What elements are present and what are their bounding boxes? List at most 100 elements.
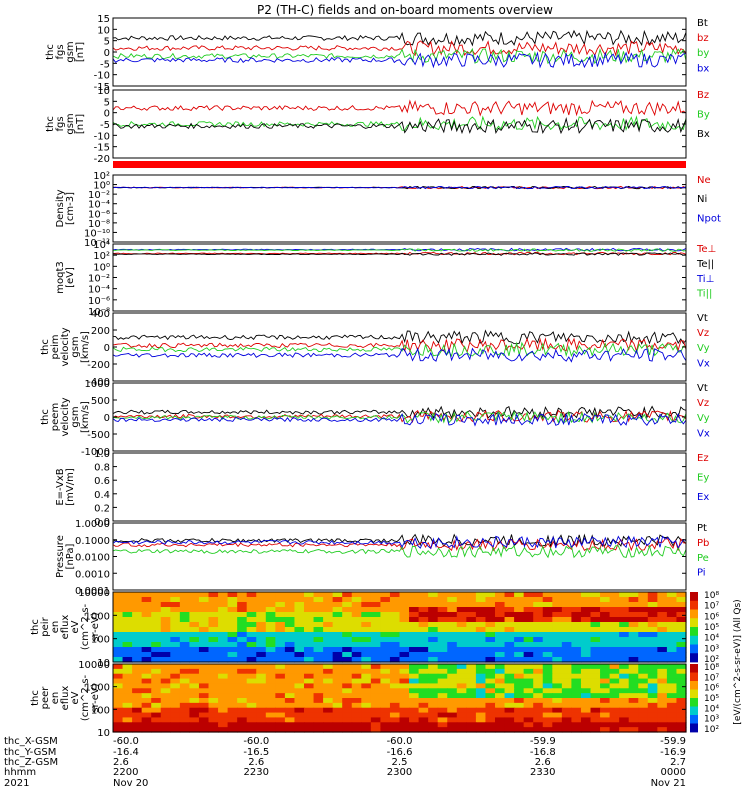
spectrogram-cell xyxy=(313,632,324,638)
spectrogram-cell xyxy=(676,612,687,618)
spectrogram-cell xyxy=(609,622,620,628)
colorbar-swatch xyxy=(690,672,698,682)
spectrogram-cell xyxy=(160,657,171,663)
spectrogram-cell xyxy=(313,717,324,723)
spectrogram-cell xyxy=(619,617,630,623)
spectrogram-cell xyxy=(447,673,458,680)
spectrogram-cell xyxy=(580,702,592,709)
spectrogram-cell xyxy=(638,698,649,704)
spectrogram-cell xyxy=(399,597,410,603)
spectrogram-cell xyxy=(151,688,162,694)
ytick-label: 1.0 xyxy=(94,449,110,460)
spectrogram-cell xyxy=(361,698,372,704)
spectrogram-cell xyxy=(495,668,506,675)
ytick-label: -15 xyxy=(94,82,110,93)
spectrogram-cell xyxy=(561,683,572,689)
spectrogram-cell xyxy=(495,592,506,598)
spectrogram-cell xyxy=(132,678,143,685)
spectrogram-cell xyxy=(389,717,401,723)
spectrogram-cell xyxy=(409,632,420,638)
spectrogram-cell xyxy=(294,592,305,598)
spectrogram-cell xyxy=(666,637,678,643)
spectrogram-cell xyxy=(208,712,219,719)
spectrogram-cell xyxy=(370,678,381,685)
spectrogram-cell xyxy=(628,712,639,719)
spectrogram-cell xyxy=(638,647,649,653)
spectrogram-cell xyxy=(208,664,219,670)
spectrogram-cell xyxy=(179,607,190,613)
spectrogram-cell xyxy=(380,722,391,728)
spectrogram-cell xyxy=(580,622,592,628)
spectrogram-cell xyxy=(437,652,448,658)
spectrogram-cell xyxy=(418,652,429,658)
spectrogram-cell xyxy=(466,642,477,648)
spectrogram-cell xyxy=(561,607,572,613)
spectrogram-cell xyxy=(533,668,544,675)
spectrogram-cell xyxy=(151,627,162,633)
spectrogram-cell xyxy=(284,602,296,608)
spectrogram-cell xyxy=(609,627,620,633)
spectrogram-cell xyxy=(227,602,238,608)
ylabel-text: peem xyxy=(50,403,61,431)
spectrogram-cell xyxy=(676,727,687,733)
spectrogram-cell xyxy=(619,707,630,714)
spectrogram-cell xyxy=(351,637,362,643)
spectrogram-cell xyxy=(284,652,296,658)
spectrogram-cell xyxy=(256,647,267,653)
spectrogram-cell xyxy=(561,693,572,699)
spectrogram-cell xyxy=(332,698,343,704)
spectrogram-cell xyxy=(370,642,381,648)
spectrogram-cell xyxy=(676,664,687,670)
spectrogram-cell xyxy=(160,647,171,653)
spectrogram-cell xyxy=(361,707,372,714)
spectrogram-cell xyxy=(466,617,477,623)
spectrogram-cell xyxy=(447,668,458,675)
spectrogram-cell xyxy=(514,597,525,603)
spectrogram-cell xyxy=(456,657,467,663)
spectrogram-cell xyxy=(504,664,515,670)
spectrogram-cell xyxy=(428,627,439,633)
ylabel-text: en xyxy=(50,692,61,705)
spectrogram-cell xyxy=(418,622,429,628)
spectrogram-cell xyxy=(552,657,563,663)
spectrogram-cell xyxy=(619,678,630,685)
spectrogram-cell xyxy=(304,617,315,623)
spectrogram-cell xyxy=(609,683,620,689)
spectrogram-cell xyxy=(237,702,248,709)
spectrogram-cell xyxy=(475,693,487,699)
spectrogram-cell xyxy=(323,678,334,685)
spectrogram-cell xyxy=(514,592,525,598)
spectrogram-cell xyxy=(495,688,506,694)
spectrogram-cell xyxy=(284,698,296,704)
spectrogram-cell xyxy=(628,607,639,613)
spectrogram-cell xyxy=(332,642,343,648)
spectrogram-cell xyxy=(304,657,315,663)
spectrogram-cell xyxy=(580,652,592,658)
series-line-bz xyxy=(112,40,687,57)
spectrogram-cell xyxy=(294,678,305,685)
spectrogram-cell xyxy=(514,607,525,613)
spectrogram-cell xyxy=(657,602,668,608)
spectrogram-cell xyxy=(294,717,305,723)
spectrogram-cell xyxy=(475,637,487,643)
spectrogram-cell xyxy=(246,607,257,613)
spectrogram-cell xyxy=(323,622,334,628)
spectrogram-cell xyxy=(246,712,257,719)
spectrogram-cell xyxy=(466,678,477,685)
ytick-label: 10⁰ xyxy=(93,262,110,273)
spectrogram-cell xyxy=(294,698,305,704)
ylabel-text: eV xyxy=(70,691,81,704)
spectrogram-cell xyxy=(113,617,124,623)
xtick-date: Nov 21 xyxy=(651,778,686,789)
spectrogram-cell xyxy=(418,607,429,613)
xtick-xgsm: -59.9 xyxy=(530,736,556,747)
spectrogram-cell xyxy=(638,712,649,719)
spectrogram-cell xyxy=(552,612,563,618)
spectrogram-cell xyxy=(666,717,678,723)
spectrogram-cell xyxy=(638,727,649,733)
spectrogram-cell xyxy=(141,632,152,638)
spectrogram-cell xyxy=(542,683,553,689)
spectrogram-cell xyxy=(495,632,506,638)
series-line-by xyxy=(112,47,687,65)
